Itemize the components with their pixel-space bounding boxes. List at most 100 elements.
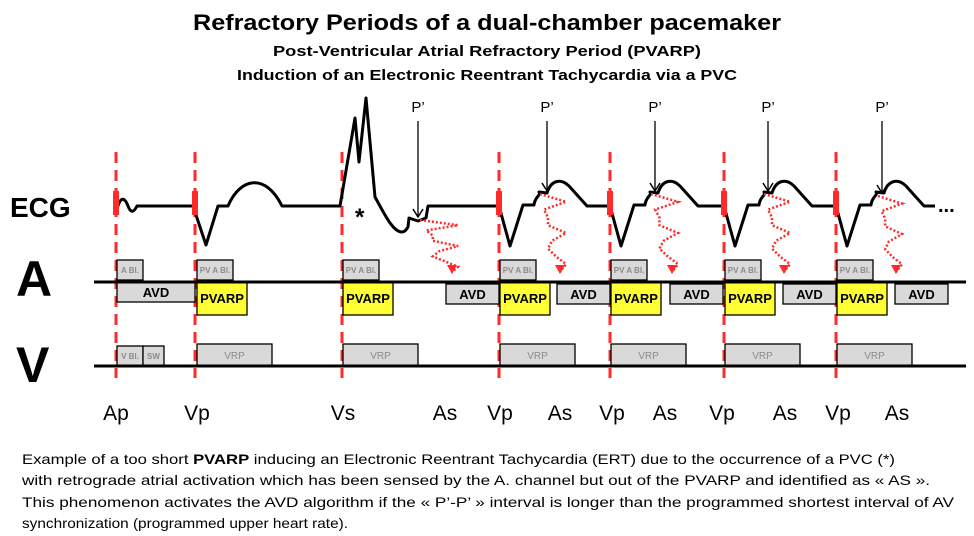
retrograde-p-label: P’	[761, 99, 774, 116]
pv-a-blanking-box-rect	[499, 259, 537, 281]
ecg-trace	[116, 96, 935, 248]
pv-a-blanking-box: PV A Bl.	[836, 259, 874, 281]
pvarp-box: PVARP	[724, 281, 776, 316]
vrp-box-label: VRP	[752, 351, 773, 362]
pvarp-box-label: PVARP	[614, 291, 658, 306]
pv-a-blanking-box-rect	[196, 259, 234, 281]
pv-a-blanking-box: PV A Bl.	[342, 259, 380, 281]
retrograde-arrowhead-icon	[779, 265, 789, 274]
retrograde-conduction-zigzag	[877, 194, 906, 273]
avd-box-label: AVD	[908, 287, 934, 302]
pacing-spike	[607, 191, 613, 215]
retrograde-arrowhead-icon	[667, 265, 677, 274]
vrp-box: VRP	[499, 343, 576, 367]
arrowhead-icon	[876, 184, 888, 195]
pv-a-blanking-box-rect	[342, 259, 380, 281]
retrograde-p-label: P’	[540, 99, 553, 116]
pvarp-box: PVARP	[836, 281, 888, 316]
a-blanking-box-rect	[116, 259, 144, 281]
arrowhead-icon	[541, 182, 553, 193]
retrograde-p-label: P’	[648, 99, 661, 116]
pvarp-box-rect	[196, 281, 248, 316]
pvc-asterisk: *	[355, 204, 365, 231]
retrograde-conduction-zigzag	[650, 192, 683, 273]
avd-box: AVD	[116, 281, 196, 303]
pv-a-blanking-box: PV A Bl.	[724, 259, 762, 281]
pv-a-blanking-box: PV A Bl.	[610, 259, 648, 281]
vrp-box: VRP	[196, 343, 273, 367]
event-label: As	[653, 402, 678, 425]
pvarp-box-rect	[836, 281, 888, 316]
event-label: Vs	[331, 402, 356, 425]
avd-box: AVD	[894, 283, 949, 305]
pvarp-box-rect	[499, 281, 551, 316]
pvarp-box: PVARP	[499, 281, 551, 316]
event-label: Ap	[103, 402, 129, 425]
vrp-box-label: VRP	[527, 351, 548, 362]
pvarp-box-label: PVARP	[200, 291, 244, 306]
safety-window-box-label: SW	[147, 352, 160, 361]
pvarp-box-rect	[610, 281, 662, 316]
pv-a-blanking-box-rect	[724, 259, 762, 281]
pv-a-blanking-box: PV A Bl.	[499, 259, 537, 281]
event-label: As	[885, 402, 910, 425]
vrp-box: VRP	[342, 343, 419, 367]
vrp-box-label: VRP	[370, 351, 391, 362]
diagram-title: Refractory Periods of a dual-chamber pac…	[193, 10, 782, 35]
avd-box-rect	[894, 283, 949, 305]
avd-box-label: AVD	[796, 287, 822, 302]
pv-a-blanking-box-label: PV A Bl.	[614, 266, 645, 275]
atrial-row-label: A	[16, 251, 52, 307]
diagram-subtitle-induction: Induction of an Electronic Reentrant Tac…	[237, 67, 737, 84]
ecg-row-label: ECG	[10, 192, 71, 223]
retrograde-p-label: P’	[875, 99, 888, 116]
vrp-box-label: VRP	[864, 351, 885, 362]
avd-box-rect	[669, 283, 724, 305]
retrograde-arrowhead-icon	[447, 265, 457, 274]
avd-box: AVD	[669, 283, 724, 305]
avd-box-label: AVD	[143, 285, 169, 300]
caption-text: inducing an Electronic Reentrant Tachyca…	[249, 451, 895, 467]
pvarp-box: PVARP	[196, 281, 248, 316]
avd-box-label: AVD	[683, 287, 709, 302]
avd-box-rect	[556, 283, 611, 305]
event-label: Vp	[709, 402, 735, 425]
avd-box-rect	[782, 283, 837, 305]
event-label: As	[773, 402, 798, 425]
event-label: Vp	[599, 402, 625, 425]
retrograde-p-label: P’	[411, 99, 424, 116]
diagram-subtitle-pvarp: Post-Ventricular Atrial Refractory Perio…	[273, 43, 701, 60]
avd-box-label: AVD	[459, 287, 485, 302]
a-blanking-box: A Bl.	[116, 259, 144, 281]
caption-bold-pvarp: PVARP	[193, 451, 249, 467]
pvarp-box-label: PVARP	[840, 291, 884, 306]
pv-a-blanking-box-label: PV A Bl.	[840, 266, 871, 275]
pv-a-blanking-box-label: PV A Bl.	[200, 266, 231, 275]
vrp-box: VRP	[610, 343, 687, 367]
caption-line-4: synchronization (programmed upper heart …	[22, 515, 348, 531]
retrograde-conduction-zigzag	[763, 192, 795, 273]
pvarp-box: PVARP	[342, 281, 394, 316]
v-blanking-box: V Bl.	[116, 345, 144, 367]
avd-box-rect	[445, 283, 500, 305]
vrp-box: VRP	[836, 343, 913, 367]
pvarp-box-rect	[724, 281, 776, 316]
pv-a-blanking-box-label: PV A Bl.	[346, 266, 377, 275]
vrp-box: VRP	[724, 343, 801, 367]
pv-a-blanking-box: PV A Bl.	[196, 259, 234, 281]
arrowhead-icon	[412, 208, 424, 219]
pvarp-box-label: PVARP	[503, 291, 547, 306]
arrowhead-icon	[649, 182, 661, 193]
ventricular-row-label: V	[16, 337, 50, 393]
pvarp-box-label: PVARP	[728, 291, 772, 306]
caption-line-1: Example of a too short PVARP inducing an…	[22, 451, 895, 467]
event-label: Vp	[487, 402, 513, 425]
pacing-spike	[833, 191, 839, 215]
ecg-continuation: ...	[938, 195, 955, 217]
safety-window-box: SW	[142, 345, 165, 367]
pacing-spike	[496, 191, 502, 215]
caption-text: Example of a too short	[22, 451, 193, 467]
pacing-spike	[721, 191, 727, 215]
pvarp-box-rect	[342, 281, 394, 316]
